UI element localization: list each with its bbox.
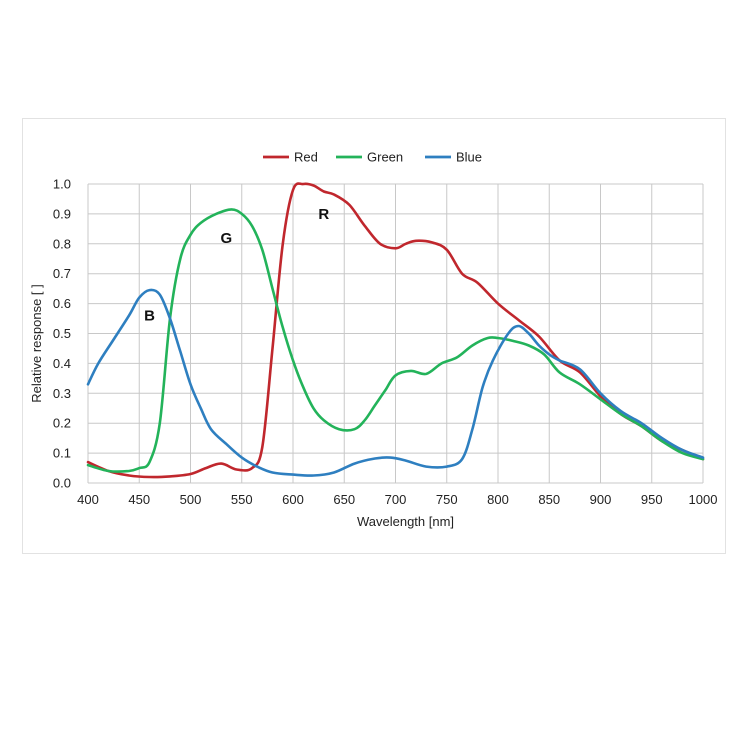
legend: Red Green Blue	[263, 150, 482, 165]
x-tick-label: 700	[385, 492, 407, 507]
legend-label-red: Red	[294, 150, 318, 165]
y-tick-label: 0.7	[53, 266, 71, 281]
x-axis-ticks: 400 450 500 550 600 650 700 750 800 850 900 950 1000	[77, 492, 717, 507]
x-tick-label: 550	[231, 492, 253, 507]
y-tick-label: 0.8	[53, 236, 71, 251]
x-tick-label: 1000	[689, 492, 718, 507]
y-axis-title: Relative response [ ]	[29, 284, 44, 403]
y-tick-label: 1.0	[53, 177, 71, 192]
curve-label-b: B	[144, 308, 155, 325]
legend-label-blue: Blue	[456, 150, 482, 165]
series-lines	[86, 182, 705, 479]
y-tick-label: 0.4	[53, 356, 71, 371]
x-tick-label: 400	[77, 492, 99, 507]
x-tick-label: 850	[538, 492, 560, 507]
x-tick-label: 500	[180, 492, 202, 507]
x-tick-label: 600	[282, 492, 304, 507]
series-line-red	[86, 182, 705, 479]
y-tick-label: 0.2	[53, 416, 71, 431]
y-tick-label: 0.1	[53, 446, 71, 461]
series-line-blue	[86, 288, 705, 477]
curve-label-r: R	[318, 206, 329, 223]
y-tick-label: 0.0	[53, 476, 71, 491]
x-tick-label: 900	[590, 492, 612, 507]
spectral-response-chart: 400 450 500 550 600 650 700 750 800 850 900 950 1000…	[29, 150, 717, 530]
x-tick-label: 950	[641, 492, 663, 507]
legend-label-green: Green	[367, 150, 403, 165]
grid	[87, 183, 704, 484]
curve-label-g: G	[221, 230, 233, 247]
x-axis-title: Wavelength [nm]	[357, 514, 454, 529]
chart-panel: 400 450 500 550 600 650 700 750 800 850 900 950 1000…	[22, 118, 726, 554]
y-tick-label: 0.9	[53, 206, 71, 221]
y-axis-ticks: 0.0 0.1 0.2 0.3 0.4 0.5 0.6 0.7 0.8 0.9 1.0	[53, 177, 71, 491]
y-tick-label: 0.5	[53, 326, 71, 341]
y-tick-label: 0.3	[53, 386, 71, 401]
x-tick-label: 750	[436, 492, 458, 507]
x-tick-label: 450	[128, 492, 150, 507]
y-tick-label: 0.6	[53, 296, 71, 311]
series-line-green	[86, 208, 705, 473]
x-tick-label: 650	[333, 492, 355, 507]
curve-annotations: B G R	[144, 206, 329, 325]
x-tick-label: 800	[487, 492, 509, 507]
